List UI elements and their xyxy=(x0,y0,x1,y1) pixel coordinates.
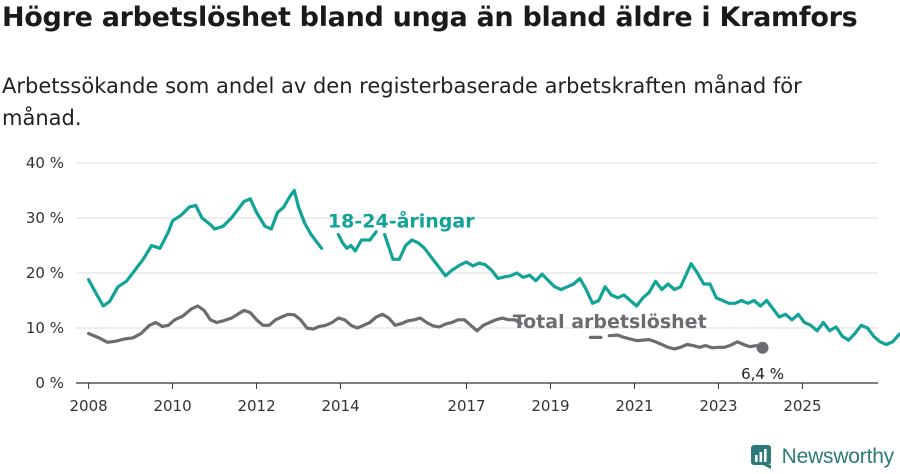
x-tick-label: 2025 xyxy=(783,397,821,415)
x-tick-label: 2019 xyxy=(531,397,569,415)
series-label: 18-24-åringar xyxy=(328,208,475,232)
x-tick-label: 2023 xyxy=(699,397,737,415)
y-axis-ticks: 0 % 10 % 20 % 30 % 40 % xyxy=(26,154,64,392)
newsworthy-brand: Newsworthy xyxy=(750,444,894,470)
chart-title: Högre arbetslöshet bland unga än bland ä… xyxy=(2,2,858,33)
newsworthy-logo-icon xyxy=(750,445,771,469)
series-line xyxy=(87,304,765,351)
end-point xyxy=(756,341,769,354)
y-tick-label: 40 % xyxy=(26,154,64,172)
x-axis: 2008 2010 2012 2014 2017 2019 2021 2023 2025 xyxy=(70,382,878,415)
y-tick-label: 20 % xyxy=(26,264,64,282)
series-lines xyxy=(87,188,900,354)
gridlines xyxy=(76,162,878,329)
x-tick-label: 2008 xyxy=(70,397,108,415)
series-line xyxy=(87,188,900,347)
y-tick-label: 10 % xyxy=(26,319,64,337)
x-tick-label: 2010 xyxy=(153,397,191,415)
y-tick-label: 30 % xyxy=(26,209,64,227)
end-value-label: 6,4 % xyxy=(741,365,784,383)
brand-name: Newsworthy xyxy=(781,445,895,468)
x-tick-label: 2012 xyxy=(237,397,275,415)
series-label: Total arbetslöshet xyxy=(513,311,707,333)
chart-subtitle: Arbetssökande som andel av den registerb… xyxy=(2,74,802,130)
x-tick-label: 2014 xyxy=(321,397,359,415)
y-tick-label: 0 % xyxy=(35,374,64,392)
x-tick-label: 2021 xyxy=(615,397,653,415)
x-tick-label: 2017 xyxy=(447,397,485,415)
